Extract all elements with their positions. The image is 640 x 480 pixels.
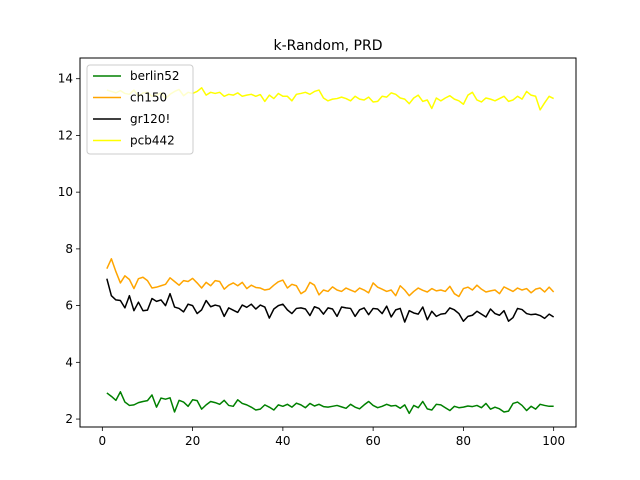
series-line-gr120- <box>106 278 555 323</box>
x-tick-label: 100 <box>542 434 565 448</box>
x-axis: 0 20 40 60 80 100 <box>99 427 565 448</box>
series-line-ch150 <box>106 258 555 298</box>
y-tick-label: 8 <box>65 242 73 256</box>
y-tick-label: 14 <box>58 72 73 86</box>
legend-label: gr120! <box>130 112 170 126</box>
legend-label: ch150 <box>130 91 167 105</box>
x-tick-label: 20 <box>185 434 200 448</box>
legend-label: pcb442 <box>130 134 175 148</box>
legend: berlin52 ch150 gr120! pcb442 <box>86 64 194 155</box>
y-axis: 2 4 6 8 10 12 14 <box>58 72 80 426</box>
x-tick-label: 60 <box>365 434 380 448</box>
x-tick-label: 40 <box>275 434 290 448</box>
y-tick-label: 2 <box>65 412 73 426</box>
legend-box <box>86 64 194 155</box>
legend-label: berlin52 <box>130 69 179 83</box>
chart-title: k-Random, PRD <box>274 38 383 54</box>
series-line-berlin52 <box>106 391 554 415</box>
y-tick-label: 6 <box>65 299 73 313</box>
y-tick-label: 4 <box>65 355 73 369</box>
x-tick-label: 80 <box>456 434 471 448</box>
y-tick-label: 12 <box>58 128 73 142</box>
y-tick-label: 10 <box>58 185 73 199</box>
axes-frame <box>79 57 577 428</box>
x-tick-label: 0 <box>99 434 107 448</box>
